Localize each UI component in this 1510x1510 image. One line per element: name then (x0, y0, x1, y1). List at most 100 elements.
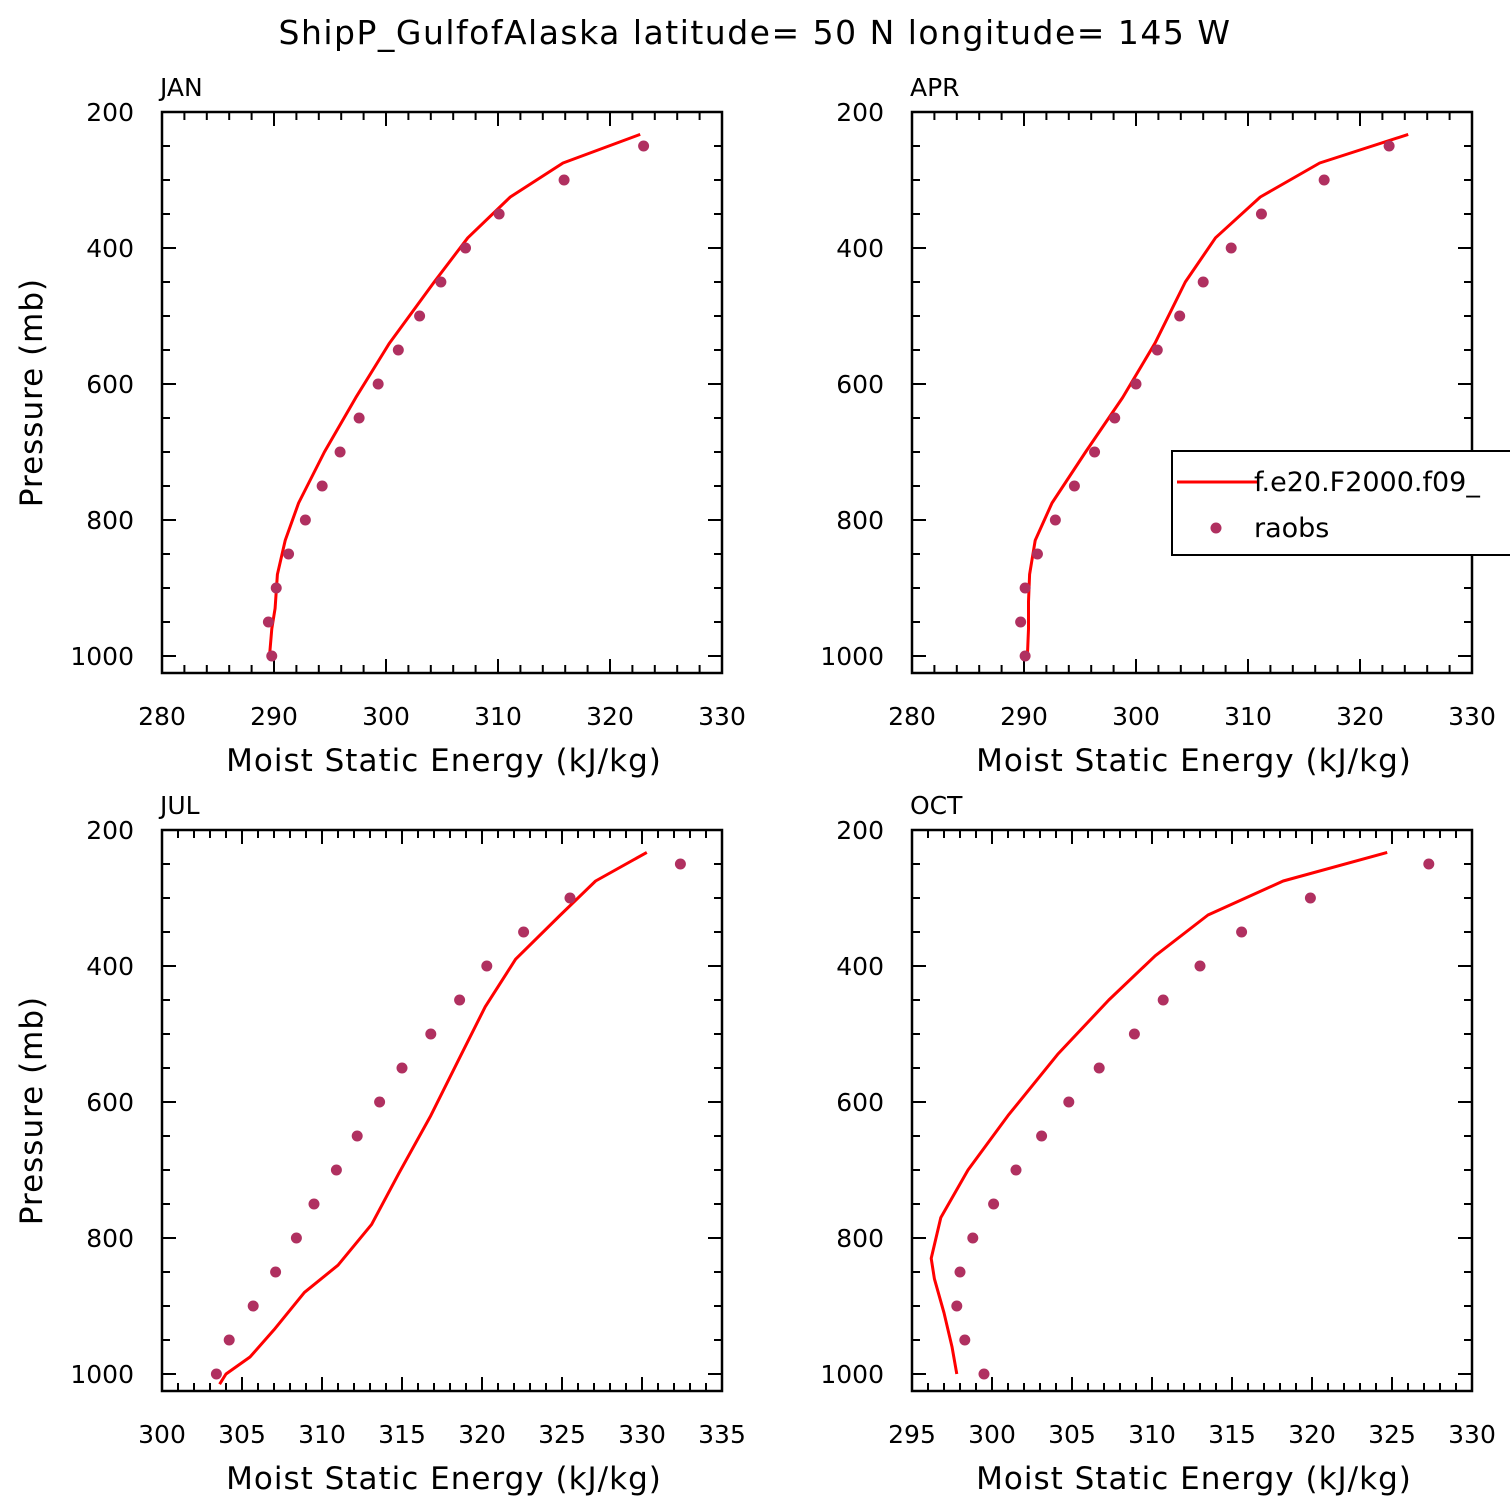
y-tick-label: 1000 (820, 1360, 884, 1389)
y-tick-label: 600 (86, 1088, 134, 1117)
y-tick-label: 800 (86, 1224, 134, 1253)
y-axis-label: Pressure (mb) (14, 996, 50, 1225)
obs-point (638, 140, 650, 152)
obs-point (1128, 1028, 1140, 1040)
obs-point (978, 1368, 990, 1380)
obs-point (1151, 344, 1163, 356)
x-tick-label: 315 (378, 1420, 426, 1449)
x-tick-label: 330 (618, 1420, 666, 1449)
obs-point (266, 650, 278, 662)
obs-point (454, 994, 466, 1006)
y-tick-label: 800 (836, 506, 884, 535)
x-tick-label: 300 (362, 702, 410, 731)
obs-point (1304, 892, 1316, 904)
obs-point (308, 1198, 320, 1210)
x-tick-label: 300 (968, 1420, 1016, 1449)
obs-point (564, 892, 576, 904)
x-tick-label: 320 (586, 702, 634, 731)
obs-point (951, 1300, 963, 1312)
obs-point (1010, 1164, 1022, 1176)
panel-jan: 280 290 300 310 320 330 200 400 600 800 1000 JAN Moi… (14, 73, 746, 779)
y-tick-label: 200 (836, 816, 884, 845)
obs-point (1036, 1130, 1048, 1142)
obs-point (1197, 276, 1209, 288)
obs-point (1130, 378, 1142, 390)
obs-point (1318, 174, 1330, 186)
obs-point (1031, 548, 1043, 560)
obs-point (1194, 960, 1206, 972)
y-tick-label: 1000 (70, 1360, 134, 1389)
x-tick-label: 305 (1048, 1420, 1096, 1449)
obs-point (247, 1300, 259, 1312)
obs-point (558, 174, 570, 186)
obs-point (372, 378, 384, 390)
x-axis-label: Moist Static Energy (kJ/kg) (976, 743, 1412, 779)
obs-point (1015, 616, 1027, 628)
obs-point (414, 310, 426, 322)
obs-point (270, 1266, 282, 1278)
y-tick-label: 600 (836, 370, 884, 399)
obs-point (518, 926, 530, 938)
obs-point (674, 858, 686, 870)
y-tick-label: 400 (836, 234, 884, 263)
x-tick-label: 300 (138, 1420, 186, 1449)
x-tick-label: 310 (1224, 702, 1272, 731)
y-tick-label: 400 (86, 952, 134, 981)
obs-point (1093, 1062, 1105, 1074)
obs-point (1089, 446, 1101, 458)
obs-point (351, 1130, 363, 1142)
obs-point (392, 344, 404, 356)
y-tick-label: 800 (836, 1224, 884, 1253)
x-tick-label: 335 (698, 1420, 746, 1449)
obs-point (481, 960, 493, 972)
x-tick-label: 300 (1112, 702, 1160, 731)
x-tick-label: 290 (1000, 702, 1048, 731)
legend: f.e20.F2000.f09_raobs (1171, 450, 1510, 556)
obs-point (396, 1062, 408, 1074)
model-line (268, 132, 641, 657)
obs-point (1174, 310, 1186, 322)
x-tick-label: 330 (1448, 1420, 1496, 1449)
panel-jul: 300 305 310 315 320 325 330 335 200 400 600 800 1000… (14, 791, 746, 1497)
x-axis-label: Moist Static Energy (kJ/kg) (226, 743, 662, 779)
obs-point (334, 446, 346, 458)
y-tick-label: 1000 (820, 642, 884, 671)
plot-frame (160, 828, 724, 1393)
obs-point (1109, 412, 1121, 424)
panel-apr: 280 290 300 310 320 330 200 400 600 800 1000 APR Moi… (820, 73, 1510, 779)
obs-point (223, 1334, 235, 1346)
y-tick-label: 600 (86, 370, 134, 399)
panel-label: JUL (158, 791, 200, 820)
x-tick-label: 310 (474, 702, 522, 731)
obs-point (1383, 140, 1395, 152)
obs-point (493, 208, 505, 220)
obs-point (1049, 514, 1061, 526)
x-tick-label: 315 (1208, 1420, 1256, 1449)
obs-point (353, 412, 365, 424)
plot-frame (910, 110, 1474, 675)
x-tick-label: 325 (1368, 1420, 1416, 1449)
obs-point (1068, 480, 1080, 492)
legend-obs-label: raobs (1254, 513, 1329, 544)
panel-label: OCT (910, 791, 963, 820)
obs-point (316, 480, 328, 492)
panel-oct: 295 300 305 310 315 320 325 330 200 400 600 800 1000… (820, 791, 1495, 1497)
x-tick-label: 280 (888, 702, 936, 731)
panel-label: APR (910, 73, 960, 102)
x-tick-label: 280 (138, 702, 186, 731)
y-tick-label: 200 (86, 816, 134, 845)
obs-point (210, 1368, 222, 1380)
model-line (929, 850, 1388, 1375)
legend-obs-swatch (1210, 522, 1222, 534)
obs-point (1019, 582, 1031, 594)
y-tick-label: 600 (836, 1088, 884, 1117)
x-tick-label: 320 (1288, 1420, 1336, 1449)
obs-point (299, 514, 311, 526)
plot-frame (160, 110, 724, 675)
y-tick-label: 200 (86, 98, 134, 127)
obs-point (425, 1028, 437, 1040)
x-axis-label: Moist Static Energy (kJ/kg) (226, 1461, 662, 1497)
y-tick-label: 200 (836, 98, 884, 127)
x-tick-label: 305 (218, 1420, 266, 1449)
